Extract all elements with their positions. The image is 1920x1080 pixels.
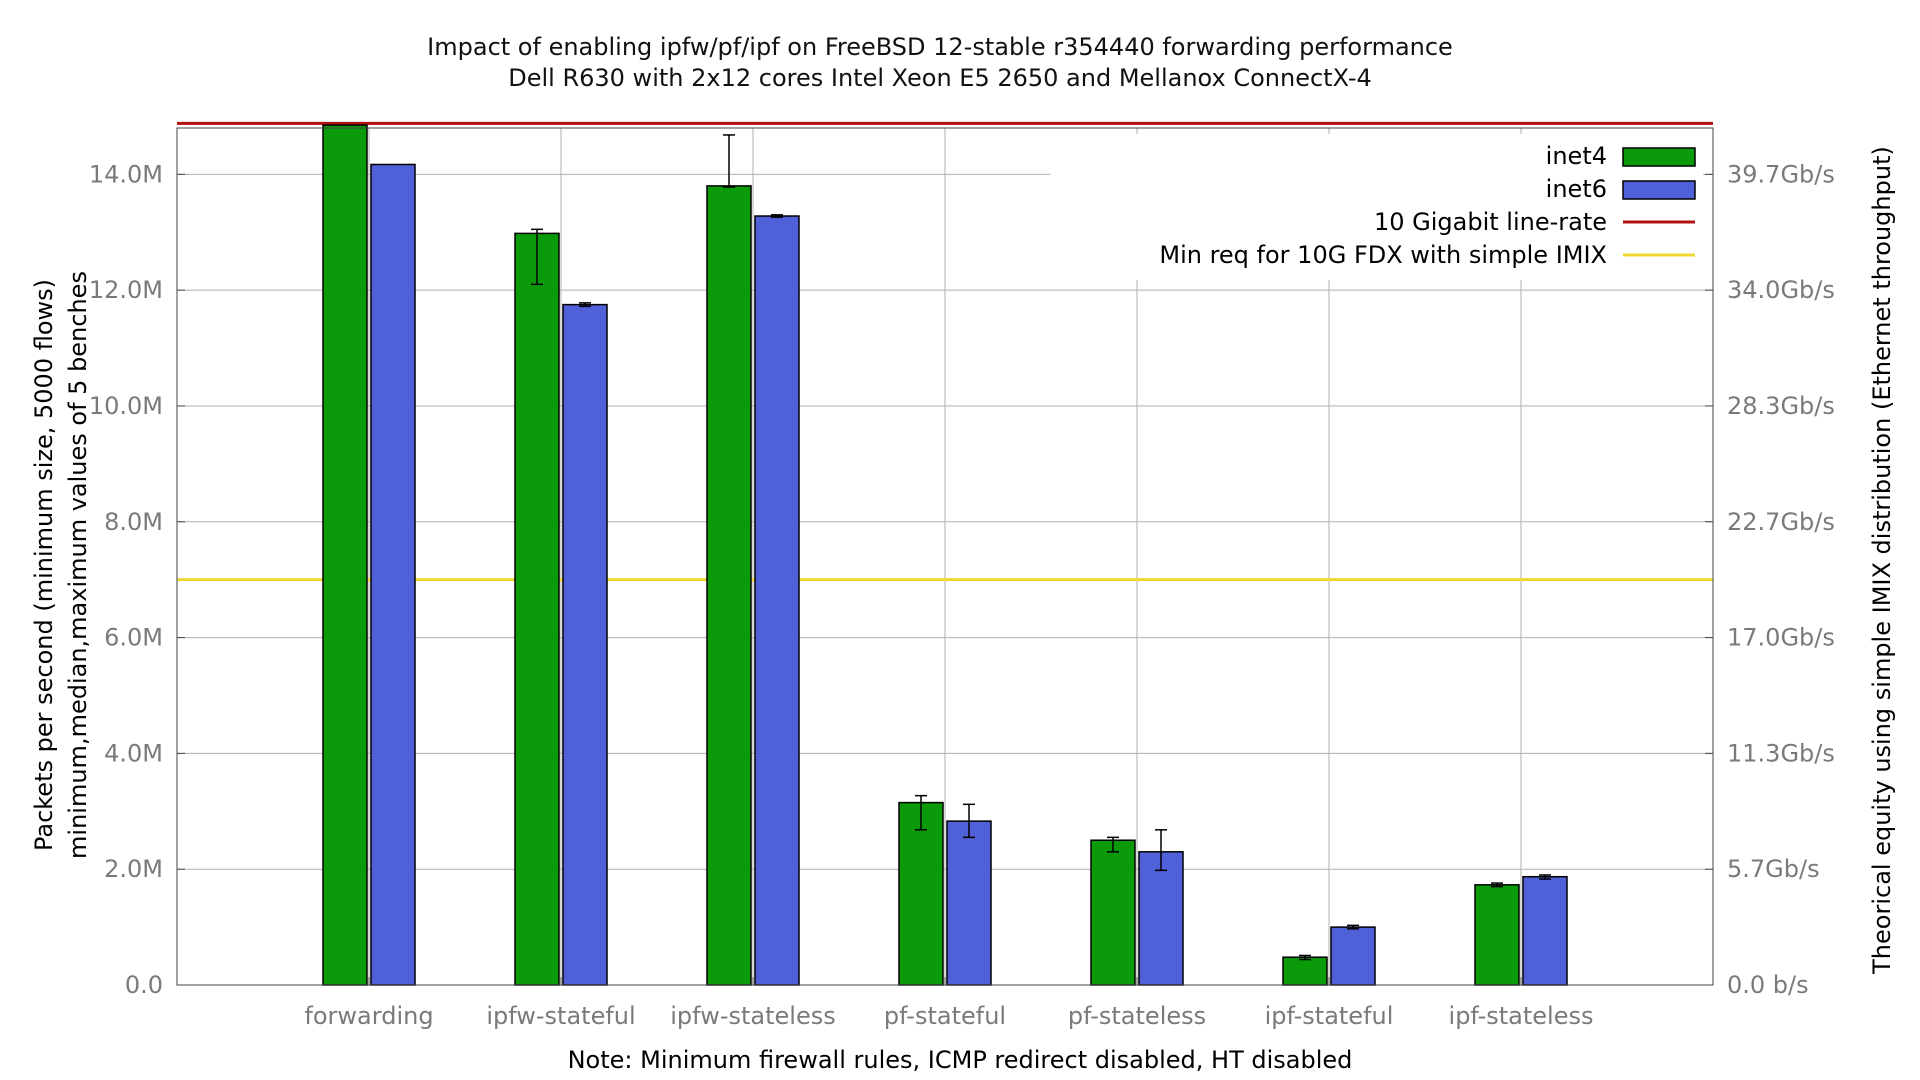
legend-label: inet6 <box>1546 175 1607 203</box>
legend-label: 10 Gigabit line-rate <box>1374 208 1607 236</box>
x-tick-label: pf-stateful <box>884 1002 1006 1030</box>
x-tick-label: pf-stateless <box>1068 1002 1206 1030</box>
y-axis-label-secondary: minimum,median,maximum values of 5 bench… <box>64 271 92 859</box>
legend-box <box>1050 134 1703 280</box>
reference-lines <box>177 121 1713 582</box>
bar-inet6 <box>370 163 416 986</box>
y-tick-label: 0.0 <box>125 971 163 999</box>
y-tick-label: 4.0M <box>104 739 163 767</box>
chart-subtitle: Dell R630 with 2x12 cores Intel Xeon E5 … <box>508 64 1372 92</box>
bar-inet6 <box>754 215 800 986</box>
legend: inet4 inet6 10 Gigabit line-rate Min req fo… <box>1050 134 1703 280</box>
bar-inet4 <box>514 232 560 986</box>
axes: 0.0 0.0 b/s 2.0M 5.7Gb/s 4.0M 11.3Gb/s 6.0M 17.… <box>89 127 1835 1030</box>
legend-label: Min req for 10G FDX with simple IMIX <box>1159 241 1607 269</box>
x-tick-label: ipf-stateful <box>1265 1002 1394 1030</box>
bar-inet6 <box>946 820 992 986</box>
error-bars <box>531 134 1551 961</box>
bar-inet6 <box>1522 875 1568 986</box>
y2-tick-label: 39.7Gb/s <box>1727 160 1835 188</box>
bar-inet4 <box>1090 839 1136 986</box>
bar-inet4 <box>322 124 368 986</box>
bars <box>322 124 1568 986</box>
bar-inet6 <box>562 303 608 986</box>
x-tick-label: ipfw-stateless <box>670 1002 835 1030</box>
y-tick-label: 12.0M <box>89 276 163 304</box>
bar-inet4 <box>1282 956 1328 986</box>
x-tick-label: ipf-stateless <box>1449 1002 1594 1030</box>
y-tick-label: 2.0M <box>104 855 163 883</box>
x-tick-label: ipfw-stateful <box>486 1002 635 1030</box>
y2-tick-label: 28.3Gb/s <box>1727 392 1835 420</box>
right-axis-label: Theorical equity using simple IMIX distr… <box>1868 146 1896 975</box>
bar-inet6 <box>1138 851 1184 986</box>
y-tick-label: 10.0M <box>89 392 163 420</box>
y2-tick-label: 0.0 b/s <box>1727 971 1809 999</box>
x-tick-label: forwarding <box>304 1002 433 1030</box>
legend-label: inet4 <box>1546 142 1607 170</box>
y2-tick-label: 34.0Gb/s <box>1727 276 1835 304</box>
chart-note: Note: Minimum firewall rules, ICMP redir… <box>568 1046 1353 1074</box>
bar-inet6 <box>1330 926 1376 986</box>
y2-tick-label: 17.0Gb/s <box>1727 624 1835 652</box>
bar-inet4 <box>706 185 752 986</box>
legend-swatch <box>1622 147 1696 167</box>
bar-inet4 <box>1474 884 1520 986</box>
y-tick-label: 14.0M <box>89 160 163 188</box>
y2-tick-label: 5.7Gb/s <box>1727 855 1820 883</box>
chart-title: Impact of enabling ipfw/pf/ipf on FreeBS… <box>427 33 1453 61</box>
y2-tick-label: 11.3Gb/s <box>1727 739 1835 767</box>
y-axis-label: Packets per second (minimum size, 5000 f… <box>30 279 58 851</box>
y-tick-label: 8.0M <box>104 508 163 536</box>
legend-swatch <box>1622 180 1696 200</box>
y-tick-label: 6.0M <box>104 624 163 652</box>
y2-tick-label: 22.7Gb/s <box>1727 508 1835 536</box>
